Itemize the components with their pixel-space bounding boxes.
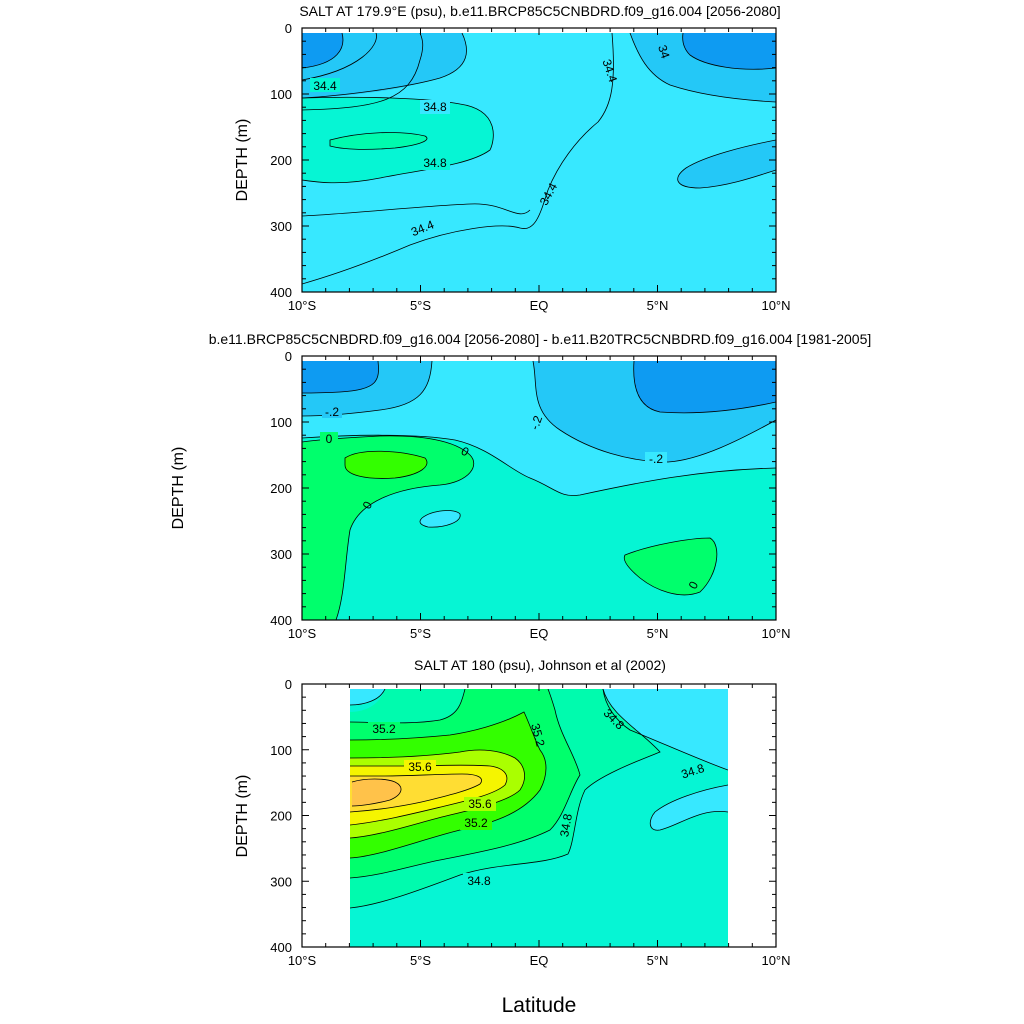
x-tick-label: 5°N [647, 626, 669, 641]
panel-2-title: b.e11.BRCP85C5CNBDRD.f09_g16.004 [2056-2… [209, 331, 872, 347]
panel-1-ylabel: DEPTH (m) [234, 119, 251, 202]
panel-3-clabel: 35.6 [408, 760, 432, 774]
x-tick-label: 10°S [288, 953, 317, 968]
y-tick-label: 200 [270, 481, 292, 496]
y-tick-label: 400 [270, 940, 292, 955]
y-tick-label: 200 [270, 153, 292, 168]
y-tick-label: 200 [270, 809, 292, 824]
x-tick-label: 10°N [761, 626, 790, 641]
panel-2-band-pos-deep [624, 538, 717, 595]
panel-3-band-c1b [350, 689, 385, 705]
x-tick-label: EQ [530, 298, 549, 313]
panel-3-clabel: 34.8 [557, 812, 575, 838]
panel-1-band-fresh-left [302, 33, 343, 68]
panel-2-axes: 10°S 5°S EQ 5°N 10°N 0 100 200 300 400 [270, 349, 790, 641]
y-tick-label: 100 [270, 415, 292, 430]
panel-2-clabel: 0 [326, 432, 333, 446]
panel-3: SALT AT 180 (psu), Johnson et al (2002) [234, 657, 791, 1017]
y-tick-label: 300 [270, 219, 292, 234]
x-tick-label: 5°N [647, 953, 669, 968]
x-tick-label: 5°S [410, 953, 431, 968]
x-tick-label: EQ [530, 953, 549, 968]
panel-2-ylabel: DEPTH (m) [170, 447, 187, 530]
panel-2-contour-fill [302, 361, 776, 620]
y-tick-label: 0 [285, 677, 292, 692]
x-tick-label: EQ [530, 626, 549, 641]
panel-2-clabel: -.2 [649, 452, 663, 466]
panel-3-ylabel: DEPTH (m) [234, 775, 251, 858]
panel-3-clabel: 35.2 [372, 722, 396, 736]
y-tick-label: 100 [270, 743, 292, 758]
panel-1-clabel: 34.8 [423, 156, 447, 170]
x-tick-label: 5°S [410, 298, 431, 313]
panel-3-axes: 10°S 5°S EQ 5°N 10°N 0 100 200 300 400 [270, 677, 790, 968]
y-tick-label: 300 [270, 547, 292, 562]
y-tick-label: 0 [285, 349, 292, 364]
x-tick-label: 10°S [288, 298, 317, 313]
panel-3-clabel: 35.2 [528, 722, 548, 748]
panel-2-band-pos2 [345, 451, 427, 479]
panel-3-contours [350, 689, 728, 909]
panel-1-title: SALT AT 179.9°E (psu), b.e11.BRCP85C5CNB… [299, 3, 780, 19]
x-tick-label: 10°N [761, 953, 790, 968]
y-tick-label: 400 [270, 285, 292, 300]
panel-2-clabel: -.2 [527, 413, 545, 431]
panel-1-clabel: 34.4 [313, 79, 337, 93]
panel-1-contour-fill [302, 33, 776, 292]
x-tick-label: 10°S [288, 626, 317, 641]
panel-1-band-highest [330, 132, 427, 150]
panel-3-clabel: 35.6 [468, 797, 492, 811]
y-tick-label: 0 [285, 21, 292, 36]
panel-3-band-c1 [603, 689, 728, 831]
x-axis-label: Latitude [502, 994, 577, 1017]
panel-1: SALT AT 179.9°E (psu), b.e11.BRCP85C5CNB… [234, 3, 791, 313]
y-tick-label: 300 [270, 874, 292, 889]
panel-3-clabel: 34.8 [467, 874, 491, 888]
panel-2-band-neg2-left [302, 361, 379, 393]
panel-3-band-c9 [352, 779, 402, 806]
panel-1-axes: 10°S 5°S EQ 5°N 10°N 0 100 200 300 400 [270, 21, 790, 313]
panel-2: b.e11.BRCP85C5CNBDRD.f09_g16.004 [2056-2… [170, 331, 871, 641]
panel-2-clabel: -.2 [325, 405, 339, 419]
x-tick-label: 5°S [410, 626, 431, 641]
panel-1-contours [302, 33, 776, 285]
panel-1-clabel: 34 [655, 43, 673, 60]
panel-1-clabel: 34.8 [423, 100, 447, 114]
panel-3-title: SALT AT 180 (psu), Johnson et al (2002) [414, 657, 666, 673]
panel-3-clabel: 34.8 [679, 761, 706, 782]
x-tick-label: 5°N [647, 298, 669, 313]
panel-3-clabel: 35.2 [464, 816, 488, 830]
panel-1-clabel: 34.4 [600, 57, 621, 84]
y-tick-label: 100 [270, 87, 292, 102]
y-tick-label: 400 [270, 613, 292, 628]
panel-1-band-fresh-right [682, 33, 776, 70]
panel-2-band-pos-blob [420, 510, 461, 528]
x-tick-label: 10°N [761, 298, 790, 313]
panel-2-band-neg2-right [633, 361, 776, 413]
panel-1-band-low-blob [677, 140, 776, 188]
panel-3-contour-labels: 35.2 35.6 35.6 35.2 35.2 34.8 34.8 34.8 … [368, 706, 706, 888]
panel-2-band-pos [302, 435, 474, 620]
